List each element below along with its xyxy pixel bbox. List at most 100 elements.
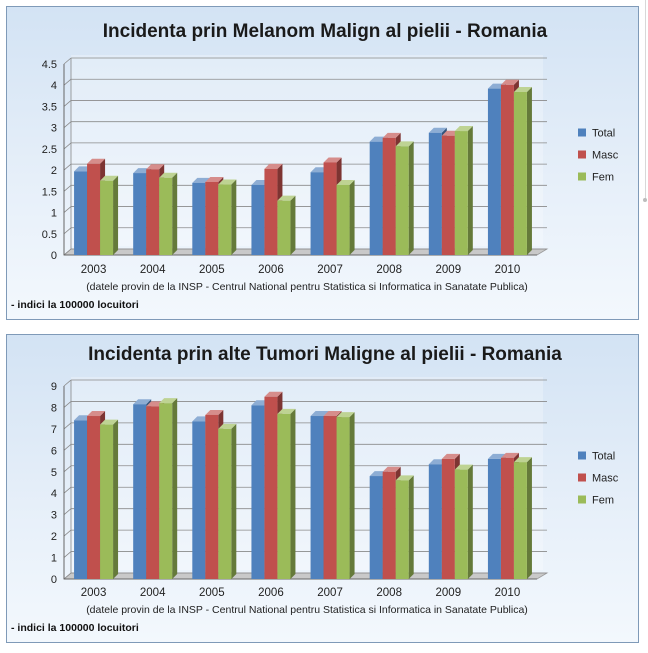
bar-total [487, 458, 501, 579]
gridline-diagonal [63, 78, 72, 86]
bar-side-fem [349, 179, 355, 255]
x-tick-label: 2005 [199, 264, 225, 276]
y-tick-label: 8 [51, 402, 57, 414]
legend-swatch-masc [578, 150, 586, 159]
bar-top-masc [205, 176, 224, 182]
bar-top-fem [336, 179, 355, 185]
x-tick-label: 2004 [140, 587, 166, 599]
y-tick-label: 0.5 [42, 229, 57, 241]
bar-fem [336, 417, 350, 579]
bar-top-fem [513, 457, 532, 463]
bar-top-fem [100, 419, 119, 425]
bar-total [74, 171, 88, 255]
gridline-diagonal [63, 248, 72, 256]
bar-top-masc [382, 132, 401, 138]
gridline-diagonal [63, 227, 72, 235]
bar-fem [336, 184, 350, 255]
bar-fem [277, 413, 291, 579]
y-tick-label: 2 [51, 165, 57, 177]
y-tick-label: 4 [51, 80, 57, 92]
x-tick-label: 2003 [81, 264, 107, 276]
x-tick-label: 2010 [495, 587, 521, 599]
gridline-diagonal [63, 185, 72, 192]
gridline-diagonal [63, 57, 72, 65]
x-tick-label: 2006 [258, 264, 284, 276]
bar-masc [441, 135, 455, 255]
gridline-diagonal [63, 163, 72, 171]
bar-side-fem [526, 457, 532, 579]
gridline-diagonal [63, 486, 72, 494]
x-tick-label: 2007 [317, 587, 343, 599]
gridline-diagonal [63, 142, 72, 150]
y-tick-label: 3.5 [42, 101, 57, 113]
bar-masc [382, 471, 396, 579]
bar-side-fem [467, 464, 473, 579]
bar-fem [395, 480, 409, 579]
bar-side-fem [231, 423, 237, 579]
bar-fem [454, 469, 468, 579]
bar-top-masc [382, 466, 401, 472]
bar-fem [513, 92, 527, 255]
bar-fem [454, 131, 468, 255]
legend-label-masc: Masc [592, 150, 619, 162]
bar-top-masc [441, 453, 460, 459]
y-tick-label: 0 [51, 574, 57, 586]
bar-total [192, 182, 206, 255]
bar-side-fem [526, 87, 532, 255]
other-skin-tumors-chart: Incidenta prin alte Tumori Maligne al pi… [11, 344, 619, 634]
bar-top-masc [205, 409, 224, 415]
y-tick-label: 7 [51, 424, 57, 436]
bar-masc [146, 406, 160, 579]
chart-title: Incidenta prin alte Tumori Maligne al pi… [88, 344, 562, 365]
x-tick-label: 2007 [317, 264, 343, 276]
other-skin-tumors-chart-panel: Incidenta prin alte Tumori Maligne al pi… [6, 334, 639, 643]
bar-total [310, 172, 324, 255]
gridline-diagonal [63, 379, 72, 387]
bar-top-masc [264, 163, 283, 169]
x-tick-label: 2005 [199, 587, 225, 599]
bar-top-fem [218, 179, 237, 185]
bar-total [74, 420, 88, 579]
y-tick-label: 5 [51, 467, 57, 479]
bar-side-fem [231, 179, 237, 255]
unit-note: - indici la 100000 locuitori [11, 622, 139, 634]
bar-side-fem [172, 398, 178, 579]
bar-total [192, 421, 206, 579]
bar-top-masc [264, 391, 283, 397]
bar-top-fem [218, 423, 237, 429]
bar-masc [382, 137, 396, 255]
bar-top-fem [159, 398, 178, 404]
bar-top-fem [395, 141, 414, 147]
y-tick-label: 6 [51, 445, 57, 457]
bar-masc [500, 457, 514, 579]
bar-masc [264, 396, 278, 579]
bar-top-masc [323, 411, 342, 417]
bar-top-total [310, 411, 329, 417]
y-tick-label: 9 [51, 381, 57, 393]
bar-top-masc [500, 452, 519, 458]
bar-total [428, 464, 442, 579]
bar-side-fem [408, 475, 414, 579]
gridline-diagonal [63, 401, 72, 408]
gridline-diagonal [63, 100, 72, 107]
bar-side-fem [349, 412, 355, 579]
bar-masc [441, 458, 455, 579]
legend-swatch-total [578, 451, 586, 460]
legend-label-fem: Fem [592, 172, 614, 184]
gridline-diagonal [63, 444, 72, 451]
bar-masc [87, 416, 101, 579]
bar-fem [218, 428, 232, 579]
x-tick-label: 2006 [258, 587, 284, 599]
bar-total [310, 416, 324, 579]
gridline-diagonal [63, 508, 72, 515]
bar-masc [323, 162, 337, 255]
bar-total [428, 132, 442, 255]
chart-title: Incidenta prin Melanom Malign al pielii … [103, 21, 548, 42]
bar-fem [277, 200, 291, 255]
y-tick-label: 3 [51, 510, 57, 522]
legend-swatch-masc [578, 473, 586, 482]
legend-label-masc: Masc [592, 473, 619, 485]
y-tick-label: 1 [51, 208, 57, 220]
y-tick-label: 1 [51, 553, 57, 565]
legend-label-fem: Fem [592, 495, 614, 507]
